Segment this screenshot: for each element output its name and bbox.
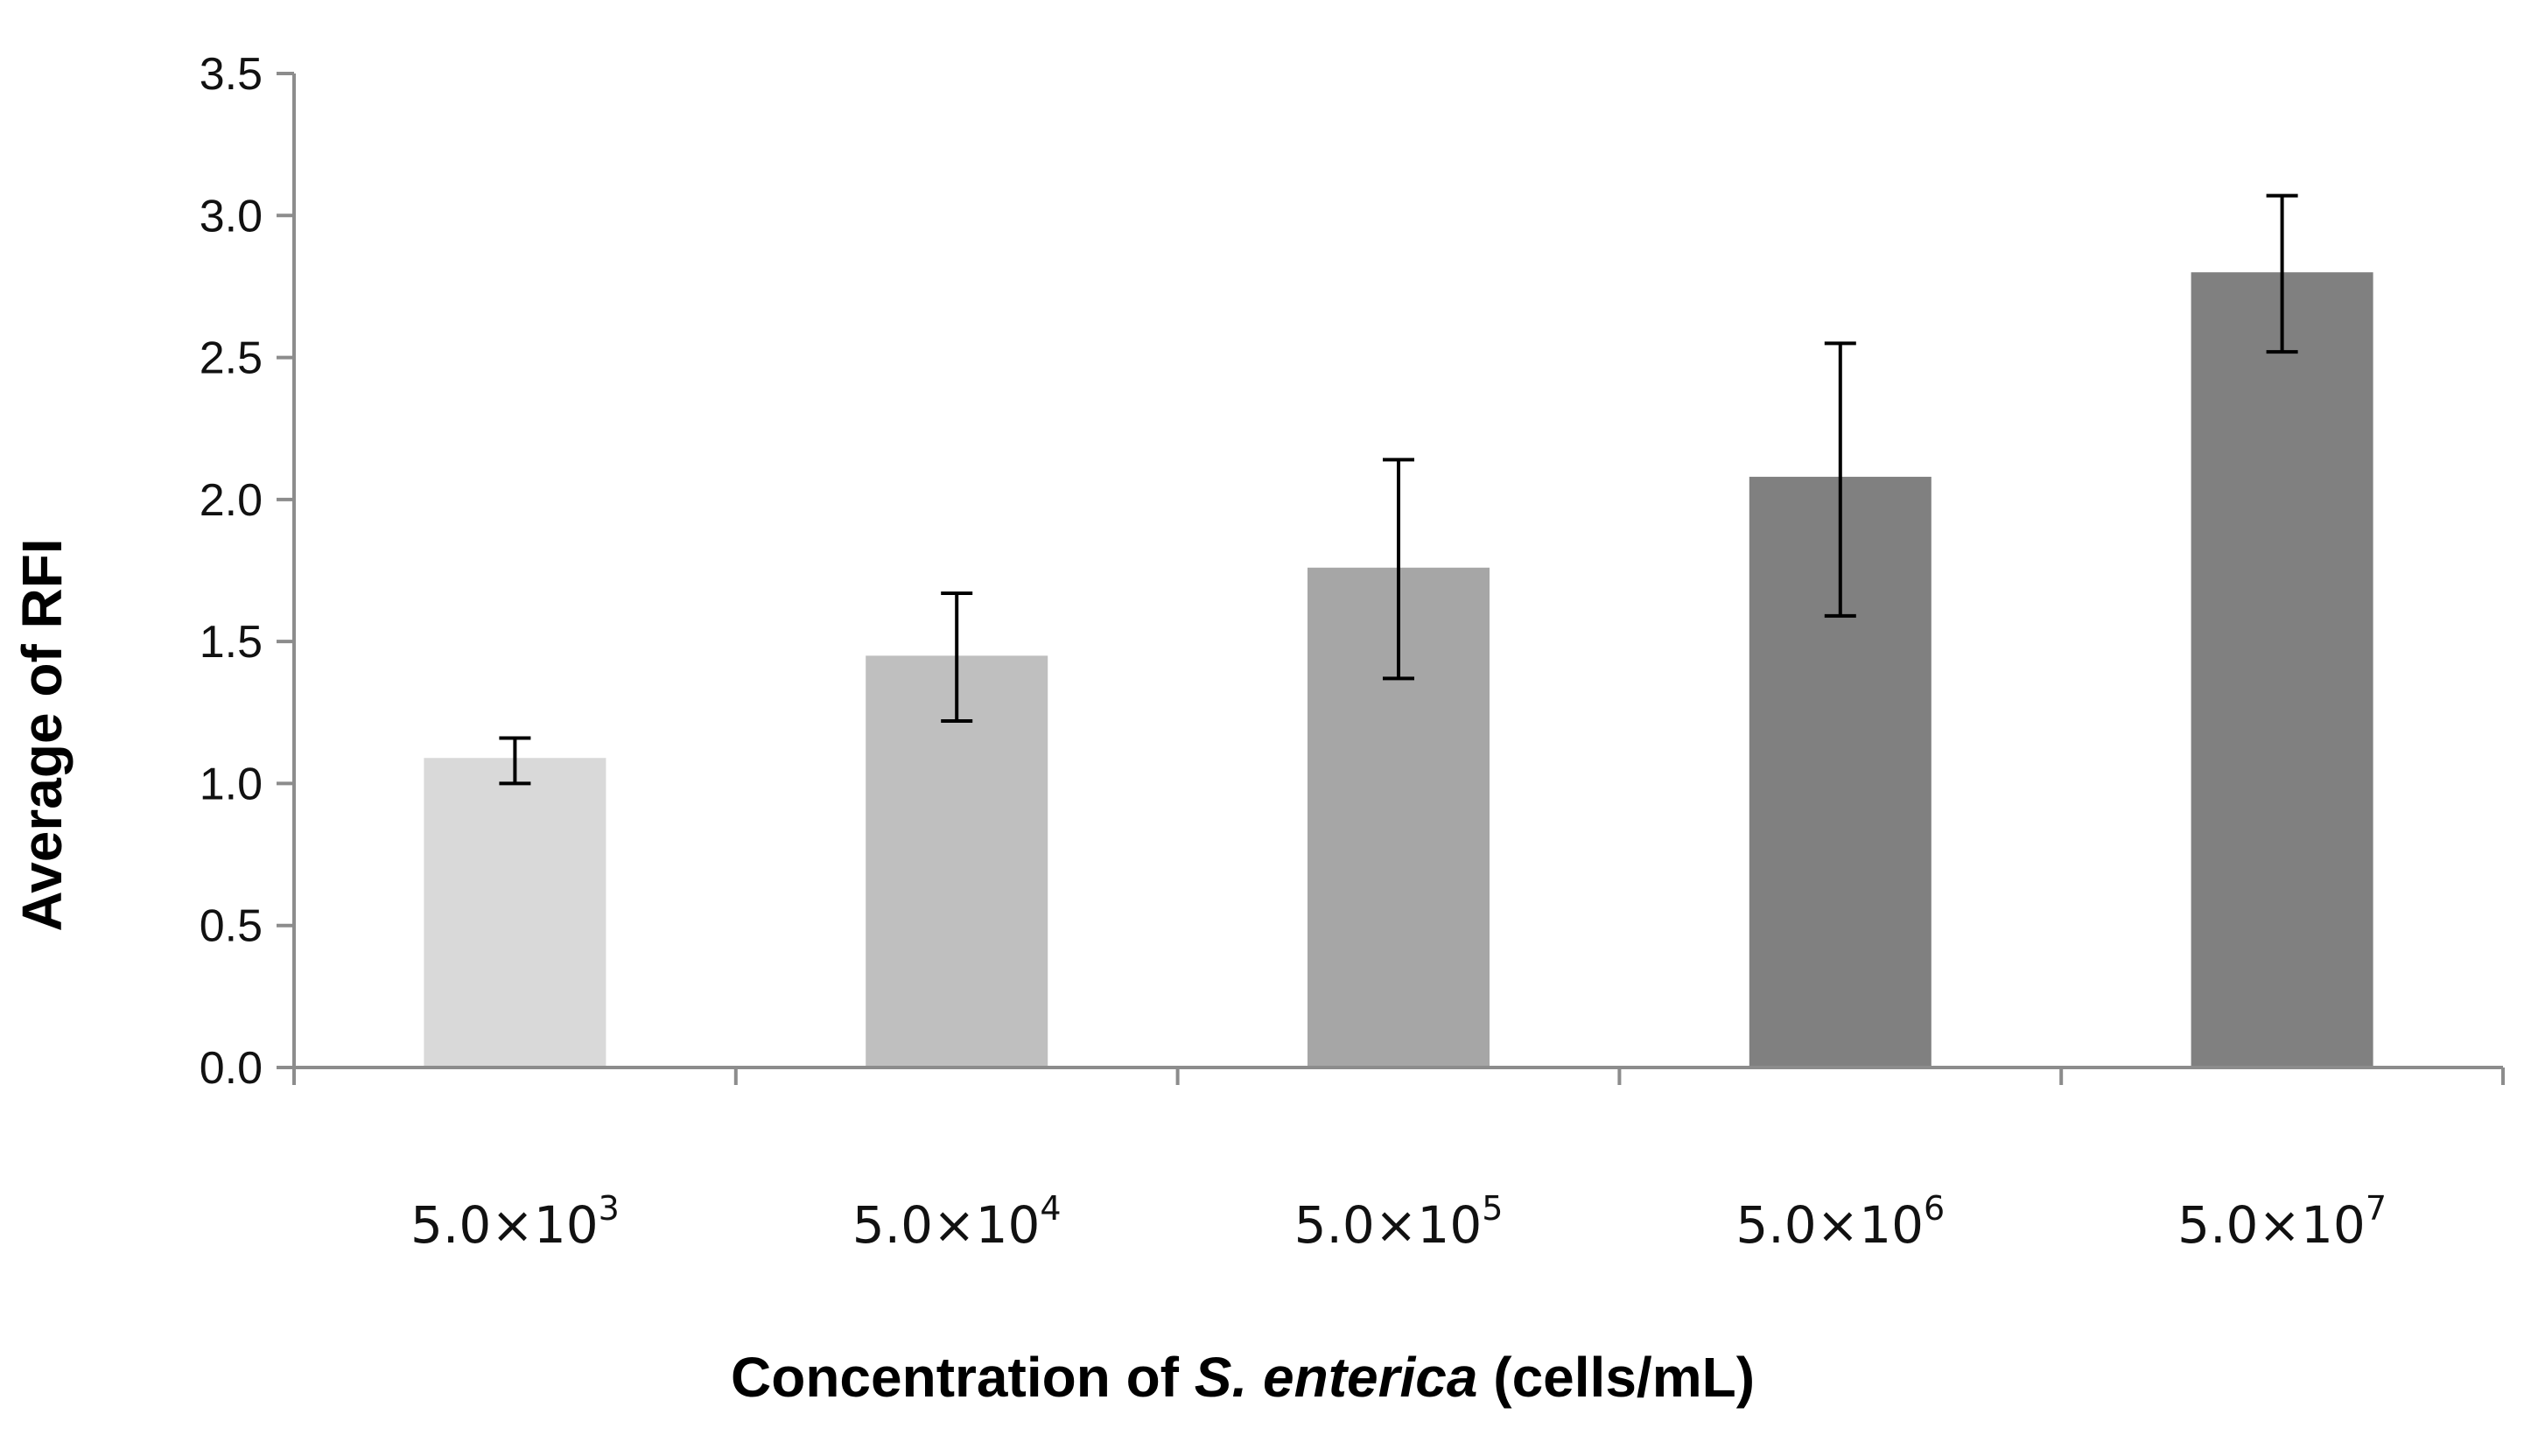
x-axis-category-labels: 5.0×103 5.0×104 5.0×105 5.0×106 5.0×107 <box>410 1189 2387 1255</box>
y-tick-label: 2.0 <box>200 475 263 526</box>
bars-group <box>424 272 2373 1068</box>
y-tick-label: 0.0 <box>200 1043 263 1094</box>
y-tick-label: 1.0 <box>200 759 263 809</box>
x-axis-title-italic: S. enterica <box>1195 1346 1478 1409</box>
x-axis-title-prefix: Concentration of <box>731 1346 1195 1409</box>
bar <box>2191 272 2373 1068</box>
bar <box>424 758 606 1068</box>
error-bars-group <box>499 193 2298 786</box>
x-category-label: 5.0×107 <box>2177 1189 2387 1255</box>
x-axis-title: Concentration of S. enterica (cells/mL) <box>731 1346 1755 1409</box>
y-tick-label: 1.5 <box>200 617 263 668</box>
x-category-label: 5.0×103 <box>410 1189 620 1255</box>
y-tick-label: 3.5 <box>200 49 263 100</box>
x-category-label: 5.0×105 <box>1294 1189 1504 1255</box>
y-tick-label: 3.0 <box>200 191 263 242</box>
y-axis-title: Average of RFI <box>11 538 74 931</box>
axes <box>292 74 2503 1085</box>
y-tick-label: 0.5 <box>200 901 263 952</box>
x-axis-title-suffix: (cells/mL) <box>1477 1346 1755 1409</box>
y-axis-ticks: 0.0 0.5 1.0 1.5 2.0 2.5 3.0 3.5 <box>200 49 294 1094</box>
x-axis-ticks <box>733 1068 2505 1085</box>
x-category-label: 5.0×104 <box>852 1189 1062 1255</box>
y-tick-label: 2.5 <box>200 333 263 384</box>
bar <box>866 655 1048 1068</box>
x-category-label: 5.0×106 <box>1735 1189 1945 1255</box>
